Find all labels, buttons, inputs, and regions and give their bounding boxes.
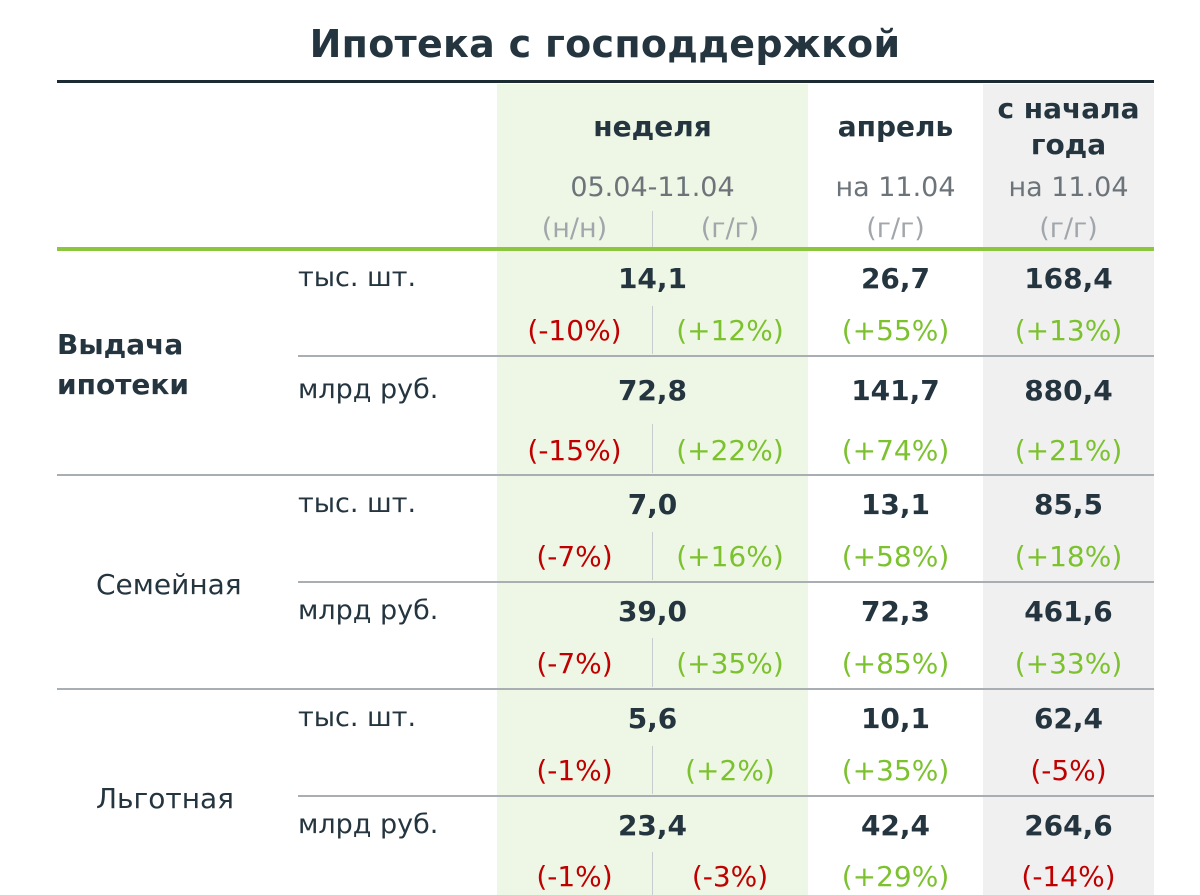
header-week-nn: (н/н) — [541, 213, 608, 244]
week-value: 23,4 — [617, 809, 688, 842]
group-divider — [57, 688, 1154, 690]
row-unit: млрд руб. — [298, 809, 439, 840]
week-change-nn: (-10%) — [527, 314, 622, 347]
row-divider — [298, 355, 1154, 357]
group-label-total-line2: ипотеки — [57, 368, 190, 401]
april-value: 141,7 — [851, 374, 940, 407]
row-divider — [298, 581, 1154, 583]
group-label-total-line1: Выдача — [57, 328, 184, 361]
april-change: (+29%) — [841, 860, 950, 893]
ytd-value: 264,6 — [1024, 809, 1113, 842]
april-value: 42,4 — [860, 809, 931, 842]
april-change: (+85%) — [841, 647, 950, 680]
april-change: (+58%) — [841, 540, 950, 573]
row-divider — [298, 795, 1154, 797]
ytd-change: (+33%) — [1014, 647, 1123, 680]
ytd-value: 168,4 — [1024, 262, 1113, 295]
april-change: (+35%) — [841, 754, 950, 787]
week-change-gg: (+22%) — [676, 434, 784, 467]
week-value: 39,0 — [617, 595, 688, 628]
week-change-gg: (+12%) — [676, 314, 784, 347]
april-value: 13,1 — [860, 488, 931, 521]
ytd-value: 62,4 — [1033, 702, 1104, 735]
week-split-divider — [652, 852, 653, 895]
ytd-change: (+21%) — [1014, 434, 1123, 467]
header-april-gg: (г/г) — [866, 213, 925, 244]
row-unit: млрд руб. — [298, 374, 439, 405]
ytd-column-background — [983, 84, 1154, 895]
week-split-divider — [652, 746, 653, 794]
week-change-gg: (+16%) — [676, 540, 784, 573]
week-split-divider — [652, 424, 653, 473]
april-change: (+55%) — [841, 314, 950, 347]
header-ytd-line1: с начала — [997, 92, 1140, 125]
header-week: неделя — [593, 110, 712, 143]
row-unit: тыс. шт. — [298, 702, 417, 733]
header-april-asof: на 11.04 — [835, 172, 956, 203]
week-value: 14,1 — [617, 262, 688, 295]
ytd-change: (-5%) — [1030, 754, 1107, 787]
row-unit: тыс. шт. — [298, 488, 417, 519]
title-underline — [57, 80, 1154, 83]
april-value: 26,7 — [860, 262, 931, 295]
ytd-value: 461,6 — [1024, 595, 1113, 628]
ytd-change: (+18%) — [1014, 540, 1123, 573]
week-change-gg: (+2%) — [685, 754, 775, 787]
week-split-divider — [652, 532, 653, 580]
week-split-divider — [652, 306, 653, 354]
header-week-divider — [652, 211, 653, 247]
week-change-nn: (-15%) — [527, 434, 622, 467]
header-week-gg: (г/г) — [700, 213, 760, 244]
week-change-nn: (-1%) — [536, 860, 613, 893]
week-value: 5,6 — [627, 702, 678, 735]
group-divider — [57, 474, 1154, 476]
header-week-period: 05.04-11.04 — [570, 172, 735, 203]
ytd-change: (-14%) — [1021, 860, 1116, 893]
row-unit: млрд руб. — [298, 595, 439, 626]
group-label-preferential: Льготная — [96, 782, 235, 815]
ytd-change: (+13%) — [1014, 314, 1123, 347]
week-split-divider — [652, 638, 653, 687]
row-unit: тыс. шт. — [298, 262, 417, 293]
header-ytd-line2: года — [1030, 128, 1107, 161]
week-change-nn: (-7%) — [536, 647, 613, 680]
header-ytd-gg: (г/г) — [1039, 213, 1098, 244]
ytd-value: 85,5 — [1033, 488, 1104, 521]
page-title: Ипотека с господдержкой — [309, 22, 901, 66]
header-ytd-asof: на 11.04 — [1008, 172, 1129, 203]
ytd-value: 880,4 — [1024, 374, 1113, 407]
april-value: 72,3 — [860, 595, 931, 628]
header-april: апрель — [837, 110, 954, 143]
april-change: (+74%) — [841, 434, 950, 467]
april-value: 10,1 — [860, 702, 931, 735]
week-change-nn: (-7%) — [536, 540, 613, 573]
week-change-gg: (-3%) — [691, 860, 769, 893]
week-value: 7,0 — [627, 488, 678, 521]
week-change-nn: (-1%) — [536, 754, 613, 787]
week-change-gg: (+35%) — [676, 647, 784, 680]
group-label-family: Семейная — [96, 568, 242, 601]
week-value: 72,8 — [617, 374, 688, 407]
header-separator — [57, 247, 1154, 251]
